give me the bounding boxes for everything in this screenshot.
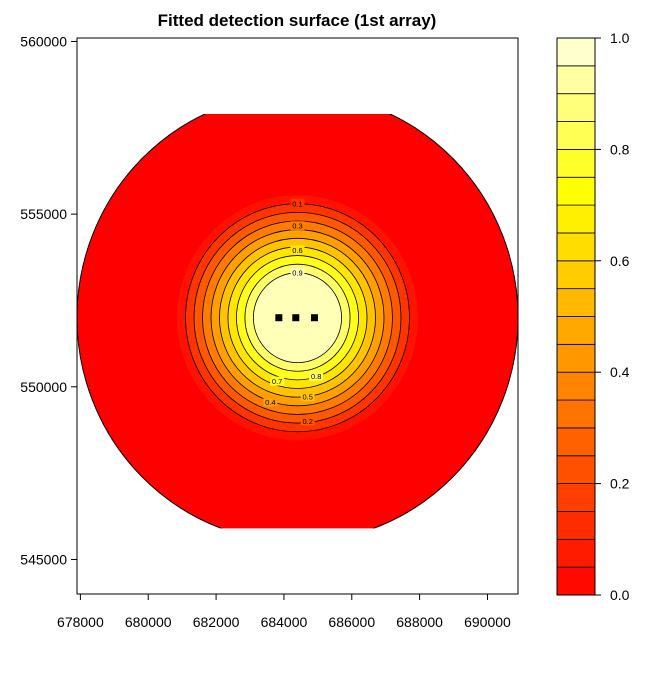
colorbar-tick-label-5: 1.0 [610,30,630,46]
colorbar: 0.0 0.2 0.4 0.6 0.8 1.0 [556,30,630,603]
detector-2 [310,314,318,322]
colorbar-bin-17 [556,93,596,122]
contour-label-0: 0.1 [292,199,302,208]
contour-line-0.2 [193,211,402,424]
colorbar-bin-14 [556,176,596,206]
contour-line-0.3 [202,220,393,415]
y-tick-label-0: 545000 [20,551,67,567]
contour-label-5: 0.8 [311,372,321,381]
colorbar-bin-5 [556,427,596,457]
colorbar-bin-16 [556,121,596,150]
x-tick-label-3: 684000 [261,614,308,630]
contour-labels: 0.1 0.3 0.6 0.9 0.7 0.8 0.4 0.5 0.2 [263,198,324,426]
x-tick-label-0: 678000 [57,614,104,630]
colorbar-bin-19 [556,37,596,67]
colorbar-bin-3 [556,483,596,512]
colorbar-bin-7 [556,371,596,401]
colorbar-bin-18 [556,65,596,95]
y-tick-label-3: 560000 [20,33,67,49]
x-axis: 678000 680000 682000 684000 686000 688000 6900… [57,593,511,630]
colorbar-bin-13 [556,204,596,234]
colorbar-tick-label-4: 0.8 [610,141,630,157]
colorbar-bin-4 [556,455,596,485]
contour-label-bg-5 [309,371,324,381]
colorbar-frame [556,37,596,596]
chart-title: Fitted detection surface (1st array) [158,11,437,30]
colorbar-bin-12 [556,232,596,262]
colorbar-tick-label-1: 0.2 [610,476,630,492]
x-tick-label-4: 686000 [328,614,375,630]
contour-label-bg-1 [290,221,305,231]
contour-label-bg-0 [290,198,305,208]
contour-label-bg-4 [270,376,285,386]
colorbar-tick-label-2: 0.4 [610,364,630,380]
contour-label-4: 0.7 [272,377,282,386]
colorbar-bin-8 [556,343,596,373]
x-tick-label-6: 690000 [464,614,511,630]
detectors [275,314,318,322]
contour-label-2: 0.6 [292,246,302,255]
y-axis: 545000 550000 555000 560000 [20,33,78,567]
x-tick-label-2: 682000 [193,614,240,630]
colorbar-tick-label-0: 0.0 [610,587,630,603]
detector-1 [292,314,300,322]
contour-label-bg-7 [300,392,315,402]
y-tick-label-1: 550000 [20,379,67,395]
colorbar-bin-0 [556,566,596,596]
contour-line-0.5 [219,237,376,398]
colorbar-tick-label-3: 0.6 [610,253,630,269]
contour-label-8: 0.2 [302,417,312,426]
contour-label-6: 0.4 [265,398,275,407]
x-tick-label-1: 680000 [125,614,172,630]
colorbar-bin-2 [556,511,596,540]
colorbar-bin-10 [556,288,596,317]
contour-label-7: 0.5 [302,393,312,402]
colorbar-bin-1 [556,538,596,568]
detector-0 [275,314,283,322]
contour-line-0.7 [236,255,359,381]
y-tick-label-2: 555000 [20,206,67,222]
contour-label-bg-3 [290,267,305,277]
contour-label-bg-8 [300,416,315,426]
contour-label-bg-2 [290,245,305,255]
contour-line-0.8 [244,263,351,372]
colorbar-bin-15 [556,148,596,178]
x-tick-label-5: 688000 [396,614,443,630]
colorbar-bin-6 [556,399,596,429]
contour-label-bg-6 [263,397,278,407]
colorbar-bin-11 [556,260,596,290]
contour-label-3: 0.9 [292,268,302,277]
colorbar-bin-9 [556,316,596,345]
contour-label-1: 0.3 [292,222,302,231]
